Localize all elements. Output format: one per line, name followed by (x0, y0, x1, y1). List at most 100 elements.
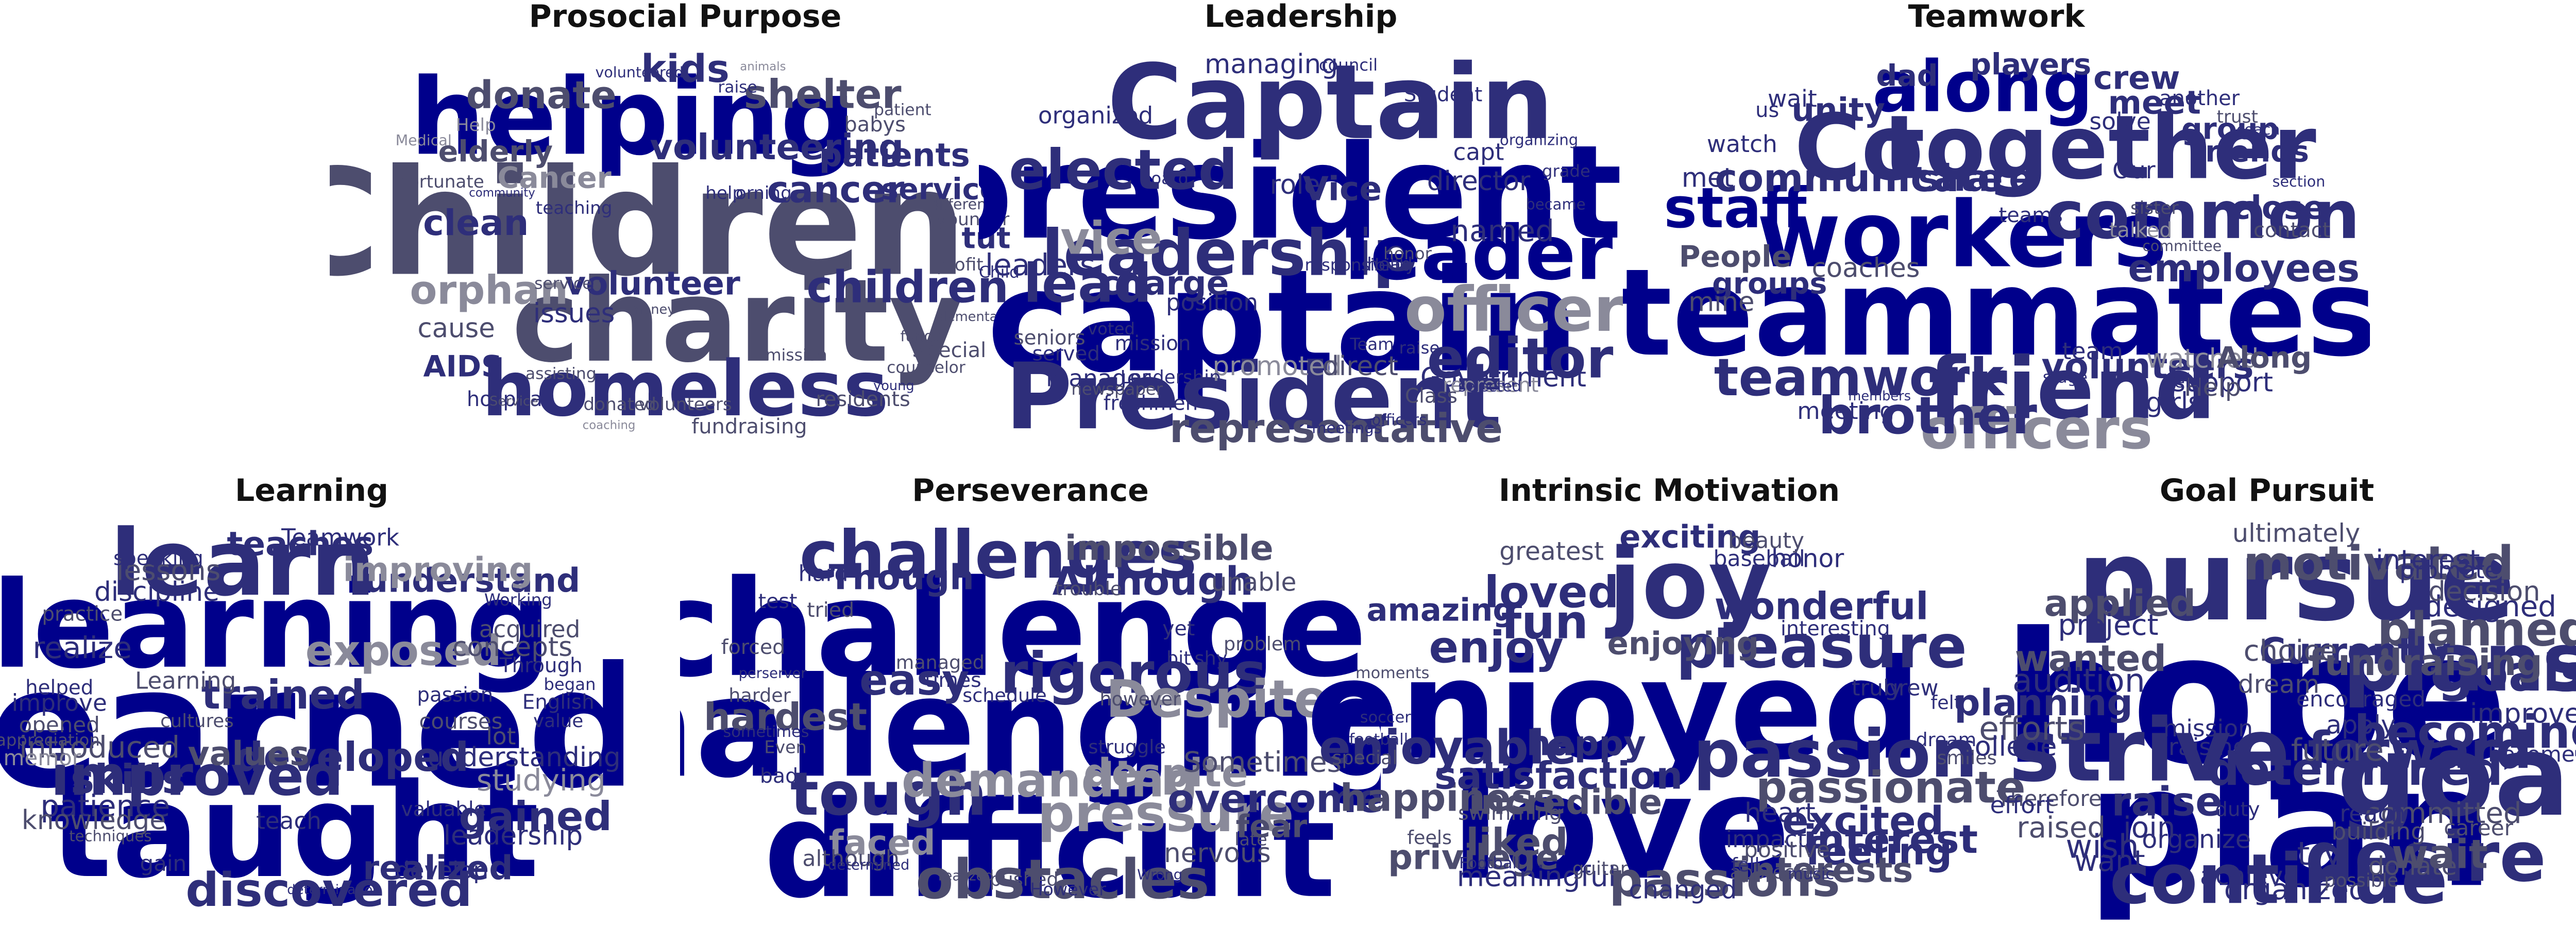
cloud-word: soccer (1360, 708, 1411, 727)
cloud-word: mission (2163, 715, 2253, 743)
cloud-word: elected (1009, 138, 1238, 203)
cloud-word: Co (1794, 94, 1924, 201)
cloud-word: interests (1739, 850, 1913, 890)
cloud-word: responsibility (1304, 255, 1416, 275)
cloud-word: head (1367, 254, 1413, 276)
cloud-word: brother (1818, 385, 2037, 446)
cloud-word: opened (19, 712, 100, 738)
cloud-word: struggle (1088, 735, 1166, 758)
cloud-word: crew (2093, 59, 2180, 97)
cloud-word: Help (2184, 373, 2241, 402)
cloud-word: courses (419, 708, 503, 734)
cloud-word: building (2331, 818, 2426, 846)
cloud-word: watched (2146, 343, 2259, 375)
word-cloud-perseverance: Perseverancechallengechallengingdifficul… (680, 469, 1381, 926)
cloud-word: values (188, 734, 310, 773)
cloud-word: shelter (743, 72, 902, 118)
cloud-word: project (2058, 608, 2159, 642)
cloud-word: passionate (1755, 762, 2026, 814)
cloud-word: dad (1876, 59, 1938, 93)
cloud-word: determined (828, 857, 910, 873)
cloud-word: learn (110, 509, 376, 616)
cloud-word: positive (1743, 837, 1830, 863)
cloud-word: difficult (764, 772, 1336, 926)
cloud-word: newspaper (1071, 379, 1163, 399)
cloud-word: promoted (1212, 350, 1342, 382)
cloud-word: talked (2109, 218, 2173, 243)
cloud-word: valuable (401, 798, 486, 821)
cloud-word: swimming (1458, 801, 1563, 825)
cloud-word: learning (0, 555, 552, 695)
cloud-word: help (705, 182, 744, 204)
cloud-word: council (1318, 55, 1378, 75)
cloud-word: improve (2470, 698, 2576, 730)
cloud-word: introduced (19, 729, 180, 765)
cloud-word: officer (1404, 274, 1623, 346)
cloud-word: sister (2130, 198, 2179, 219)
cloud-word: committed (2364, 796, 2522, 830)
cloud-word: leaders (985, 247, 1096, 282)
cloud-word: wait (1767, 85, 1817, 113)
cloud-word: passion (1693, 716, 1978, 793)
cloud-word: practice (42, 602, 123, 626)
cloud-word: football (1349, 730, 1409, 749)
cloud-word: AIDS (423, 349, 503, 384)
cloud-word: encouraged (2296, 686, 2426, 712)
cloud-word: enjoy (1429, 622, 1564, 674)
cloud-word: dream (1916, 728, 1977, 751)
cloud-word: young (873, 378, 914, 394)
cloud-word: mission (766, 345, 827, 364)
cloud-word: rigorous (1000, 640, 1267, 706)
cloud-title: Goal Pursuit (2159, 473, 2375, 509)
cloud-word: manager (1046, 364, 1151, 392)
cloud-word: friends (2192, 134, 2309, 169)
cloud-word: us (1755, 98, 1780, 122)
cloud-word: orphan (410, 267, 568, 314)
cloud-word: plan (2087, 731, 2495, 925)
cloud-word: raise (1399, 338, 1440, 358)
cloud-word: unity (1791, 91, 1885, 129)
cloud-word: helped (25, 676, 94, 700)
cloud-word: liked (1466, 820, 1568, 865)
cloud-word: ultimately (2232, 518, 2361, 548)
cloud-word: times (924, 668, 981, 693)
cloud-word: unable (1211, 568, 1297, 597)
word-cloud-prosocial-purpose: Prosocial Purpose Children charity helping h… (330, 0, 1041, 466)
cloud-word: wanted (2014, 637, 2166, 680)
cloud-word: Despite (1106, 668, 1329, 729)
cloud-word: mine (1688, 287, 1755, 318)
cloud-word: decision (2428, 576, 2540, 608)
cloud-word: wait (2391, 831, 2488, 878)
cloud-word: voted (1088, 319, 1135, 339)
cloud-word: possible (2324, 870, 2399, 891)
cloud-word: passion (417, 683, 494, 707)
cloud-word: wonderful (1714, 584, 1929, 629)
cloud-word: groups (1712, 266, 1827, 301)
cloud-words: hopeplanpursuestrivegoalplanscontinuedes… (1947, 510, 2576, 925)
cloud-word: future (2291, 733, 2384, 769)
cloud-word: appreciate (1730, 861, 1831, 883)
cloud-word: feels (1407, 826, 1452, 849)
cloud-word: happy (1526, 723, 1646, 764)
cloud-word: helping (410, 56, 856, 179)
cloud-word: interest (1803, 816, 1978, 862)
cloud-word: appreciation (0, 730, 100, 750)
cloud-word: forward (2307, 721, 2532, 780)
cloud-word: served (1032, 342, 1100, 366)
cloud-word: Along (2216, 341, 2312, 375)
cloud-word: schedule (962, 684, 1047, 706)
cloud-word: join (2123, 811, 2176, 845)
cloud-word: teaching (535, 198, 613, 219)
cloud-word: demanding (901, 752, 1198, 808)
cloud-word: desire (2305, 817, 2546, 898)
cloud-word: service (881, 172, 1000, 207)
cloud-word: board (1140, 168, 1189, 188)
cloud-word: techniques (69, 827, 152, 845)
word-cloud-learning: Learninglearnedlearningtaughtlearnimprov… (0, 469, 623, 926)
cloud-word: improving (343, 550, 533, 590)
cloud-word: joy (1608, 528, 1772, 642)
cloud-title: Learning (235, 473, 388, 509)
cloud-word: tried (807, 598, 855, 622)
cloud-word: Children (330, 138, 968, 309)
